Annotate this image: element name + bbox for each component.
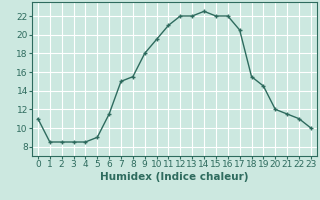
X-axis label: Humidex (Indice chaleur): Humidex (Indice chaleur) xyxy=(100,172,249,182)
